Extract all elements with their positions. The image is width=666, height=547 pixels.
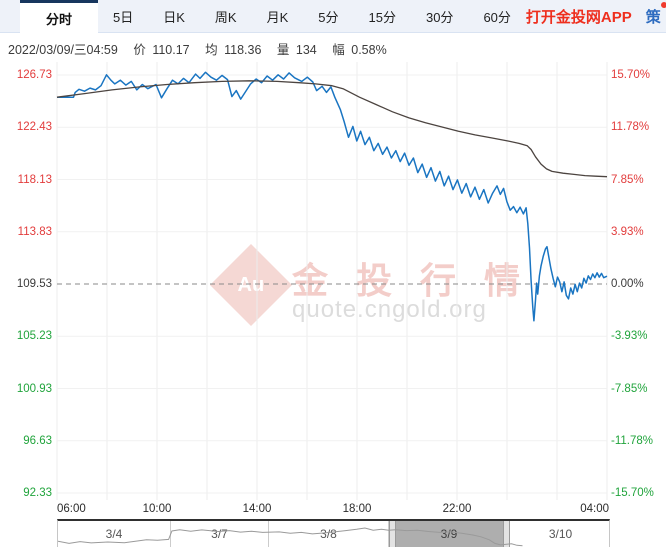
quote-datetime: 2022/03/09/三04:59 <box>8 43 118 57</box>
average-value: 118.36 <box>224 43 262 57</box>
tab-minute-chart[interactable]: 分时 <box>20 0 99 33</box>
y-axis-left-label: 118.13 <box>17 173 52 186</box>
y-axis-left-label: 113.83 <box>17 225 52 238</box>
watermark-title: 金投行情 <box>292 260 549 301</box>
y-axis-right-label: 15.70% <box>611 69 651 81</box>
y-axis-left-label: 96.63 <box>23 434 52 447</box>
y-axis-left-label: 122.43 <box>16 121 52 134</box>
strategy-button[interactable]: 策 <box>645 1 666 27</box>
range-handle-left[interactable] <box>389 521 396 547</box>
y-axis-right-label: -7.85% <box>611 382 648 395</box>
y-axis-left-label: 92.33 <box>23 487 52 499</box>
nav-section-3-10[interactable]: 3/10 <box>548 527 573 541</box>
date-range-navigator[interactable]: 3/4 3/7 3/8 3/9 3/10 <box>57 519 610 547</box>
y-axis-right-label: 3.93% <box>611 225 644 238</box>
y-axis-right-label-zero: 0.00% <box>611 278 644 290</box>
y-axis-right-label: -11.78% <box>611 434 653 447</box>
x-axis-label: 06:00 <box>57 503 86 515</box>
nav-section-3-4[interactable]: 3/4 <box>58 521 171 547</box>
tab-5min[interactable]: 5分 <box>318 9 339 25</box>
price-label: 价 <box>133 43 146 57</box>
price-line <box>57 71 608 322</box>
average-line <box>56 80 608 178</box>
period-tabbar: 分时 5日 日K 周K 月K 5分 15分 30分 60分 打开金投网APP 策… <box>0 0 666 33</box>
x-axis-label: 22:00 <box>442 503 472 515</box>
tab-daily-k[interactable]: 日K <box>163 9 185 25</box>
tab-monthly-k[interactable]: 月K <box>266 9 289 25</box>
x-axis-label: 18:00 <box>342 503 372 515</box>
y-axis-right-label: -3.93% <box>611 330 648 343</box>
tab-5day[interactable]: 5日 <box>113 9 134 25</box>
y-axis-left-label: 126.73 <box>16 69 52 81</box>
y-axis-left-label: 100.93 <box>16 382 52 395</box>
average-label: 均 <box>205 43 218 57</box>
tab-60min[interactable]: 60分 <box>483 9 511 25</box>
y-axis-right-label: 7.85% <box>611 173 644 186</box>
strategy-label: 策 <box>645 8 661 26</box>
notification-dot <box>660 1 666 8</box>
quote-info-bar: 2022/03/09/三04:59 价 110.17 均 118.36 量 13… <box>8 39 393 58</box>
volume-value: 134 <box>295 43 317 57</box>
nav-section-3-9-selected[interactable]: 3/9 <box>389 521 510 547</box>
x-axis-label: 10:00 <box>142 503 172 515</box>
tabbar-actions: 打开金投网APP 策 ⋮ <box>526 0 666 32</box>
y-axis-left-label-prev-close: 109.53 <box>16 278 52 290</box>
watermark-url: quote.cngold.org <box>292 296 487 323</box>
x-axis-label: 14:00 <box>242 503 272 515</box>
price-value: 110.17 <box>152 43 190 57</box>
range-handle-right[interactable] <box>503 521 510 547</box>
open-app-link[interactable]: 打开金投网APP <box>525 8 632 26</box>
y-axis-right-label: -15.70% <box>611 487 654 499</box>
y-axis-right-label: 11.78% <box>611 121 650 134</box>
nav-section-3-7[interactable]: 3/7 <box>171 521 269 547</box>
tab-weekly-k[interactable]: 周K <box>214 9 237 25</box>
range-label: 幅 <box>332 43 345 57</box>
volume-label: 量 <box>276 43 290 57</box>
tab-15min[interactable]: 15分 <box>368 9 396 25</box>
nav-section-3-8[interactable]: 3/8 <box>269 521 389 547</box>
y-axis-left-label: 105.23 <box>16 330 52 343</box>
x-axis-label: 04:00 <box>580 503 609 515</box>
range-value: 0.58% <box>351 43 387 57</box>
tab-30min[interactable]: 30分 <box>425 9 454 25</box>
